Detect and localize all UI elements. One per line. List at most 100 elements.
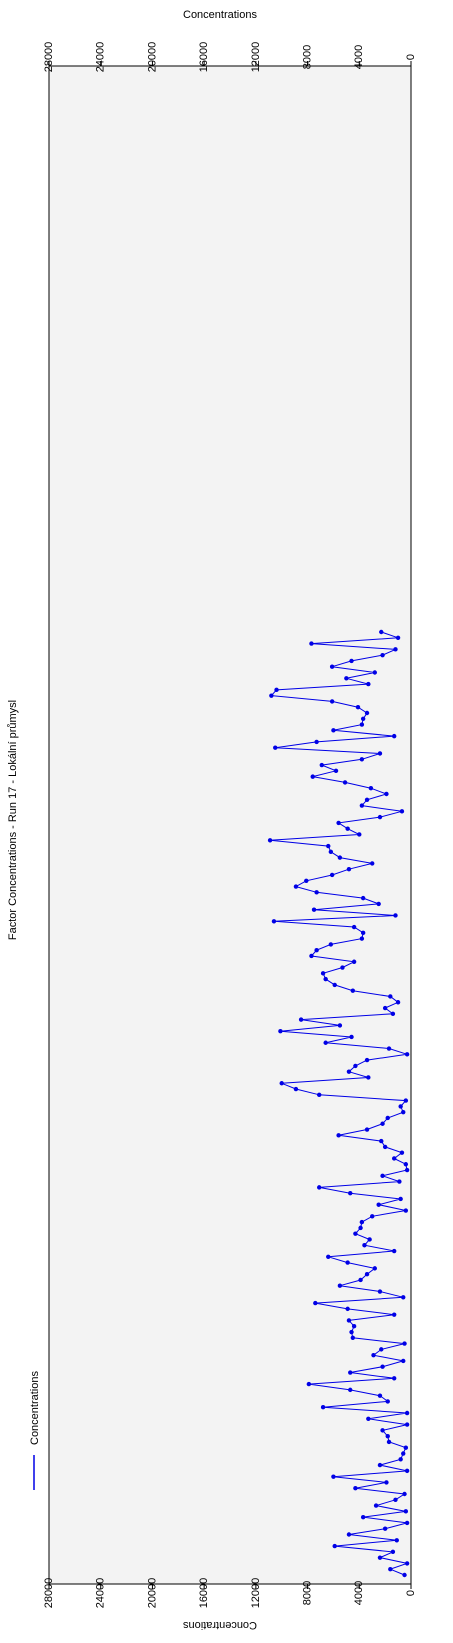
data-point [377, 1462, 383, 1468]
data-point [391, 1248, 397, 1254]
data-point [337, 1283, 343, 1288]
data-point [328, 942, 334, 947]
data-point [382, 1144, 388, 1150]
data-point [357, 832, 362, 837]
data-point [306, 1381, 312, 1387]
data-point [351, 924, 357, 930]
data-point [314, 739, 319, 745]
series-line [270, 631, 409, 1576]
data-point [348, 1370, 353, 1375]
data-point [377, 1555, 383, 1560]
data-point [382, 1526, 388, 1531]
data-point [373, 1503, 379, 1508]
data-point [364, 1057, 370, 1063]
data-point [350, 988, 356, 993]
data-point [349, 658, 354, 664]
data-point [391, 1312, 397, 1317]
data-point [382, 1005, 388, 1011]
data-point [360, 895, 366, 901]
data-point [320, 1405, 326, 1410]
data-point [364, 1127, 370, 1132]
data-point [293, 884, 299, 889]
data-point [370, 1214, 375, 1219]
data-point [376, 1202, 381, 1207]
data-point [385, 1433, 390, 1439]
data-point [395, 1000, 401, 1005]
data-point [336, 1133, 341, 1138]
data-point [278, 1028, 283, 1034]
data-point [388, 1567, 393, 1572]
data-point [404, 1410, 410, 1416]
data-point [395, 635, 401, 640]
data-point [358, 1225, 363, 1231]
data-point [331, 728, 336, 733]
data-point [403, 1098, 409, 1103]
data-point [337, 1023, 343, 1028]
bottom-axis-title: Concentrations [183, 1619, 257, 1631]
data-point [385, 1399, 390, 1404]
data-point [399, 1150, 405, 1155]
data-point [368, 786, 374, 791]
data-point [342, 780, 348, 785]
data-point [359, 936, 365, 941]
data-point [345, 826, 350, 831]
data-point [404, 1422, 410, 1427]
data-point [384, 791, 389, 797]
data-point [376, 901, 381, 907]
data-point [366, 1075, 371, 1080]
data-point [359, 1219, 365, 1225]
data-point [377, 814, 383, 820]
data-point [364, 797, 370, 802]
data-point [403, 1509, 409, 1514]
data-point [379, 1138, 384, 1144]
data-point [404, 1520, 410, 1526]
data-point [269, 693, 274, 698]
data-point [349, 1034, 354, 1040]
data-point [329, 699, 335, 704]
data-point [345, 1260, 350, 1265]
data-point [397, 1179, 402, 1184]
data-point [402, 1572, 407, 1578]
data-point [314, 947, 319, 953]
data-point [362, 1243, 367, 1248]
data-point [346, 1069, 352, 1074]
data-point [377, 1289, 383, 1294]
bottom-tick-label: 24000 [95, 1578, 107, 1609]
data-point [329, 664, 335, 669]
data-point [320, 971, 326, 976]
data-point [360, 716, 366, 721]
data-point [326, 843, 331, 849]
data-point [323, 976, 328, 982]
data-point [279, 1081, 284, 1086]
data-point [404, 1052, 410, 1057]
data-point [393, 913, 398, 918]
data-point [349, 1329, 354, 1335]
data-point [309, 641, 314, 646]
data-point [402, 1341, 407, 1346]
top-tick-label: 16000 [198, 42, 210, 73]
data-point [384, 1480, 389, 1485]
data-point [393, 1497, 398, 1502]
data-point [328, 849, 334, 855]
data-point [371, 1352, 376, 1358]
data-point [401, 1109, 406, 1115]
data-point [377, 751, 383, 756]
data-point [403, 1445, 409, 1450]
data-point [399, 809, 405, 814]
data-point [404, 1561, 410, 1566]
data-point [304, 878, 309, 883]
data-point [380, 1121, 385, 1126]
data-point [380, 1428, 385, 1433]
data-point [404, 1468, 410, 1474]
data-point [380, 1364, 385, 1369]
data-point [402, 1491, 407, 1497]
data-point [353, 1231, 358, 1236]
data-point [314, 890, 319, 895]
top-tick-label: 12000 [250, 42, 262, 73]
data-point [401, 1358, 406, 1364]
data-point [351, 1324, 357, 1329]
data-point [398, 1104, 403, 1109]
data-point [345, 1306, 350, 1312]
data-point [386, 1046, 392, 1051]
legend: Concentrations [29, 1371, 41, 1490]
